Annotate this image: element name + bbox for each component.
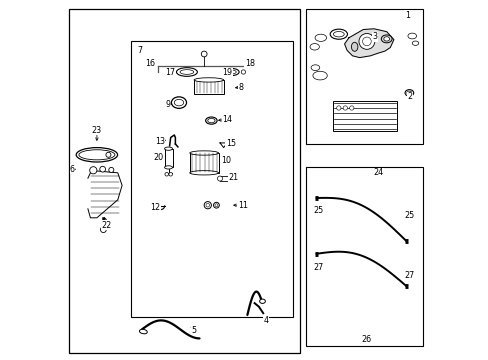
Bar xyxy=(332,101,397,131)
Polygon shape xyxy=(88,171,122,218)
Text: 25: 25 xyxy=(313,206,323,215)
Circle shape xyxy=(241,70,245,74)
Text: 13: 13 xyxy=(155,136,164,145)
Ellipse shape xyxy=(226,70,236,74)
Ellipse shape xyxy=(189,171,218,175)
Ellipse shape xyxy=(176,68,197,76)
Text: 4: 4 xyxy=(263,316,268,325)
Text: 7: 7 xyxy=(137,46,142,55)
Text: 26: 26 xyxy=(361,335,371,343)
Ellipse shape xyxy=(76,148,117,162)
Text: 8: 8 xyxy=(238,83,243,91)
Circle shape xyxy=(201,51,206,57)
Ellipse shape xyxy=(164,147,172,150)
Text: 20: 20 xyxy=(153,153,163,162)
FancyBboxPatch shape xyxy=(194,80,223,94)
Ellipse shape xyxy=(174,99,183,106)
Circle shape xyxy=(217,176,222,181)
Circle shape xyxy=(205,203,209,207)
Ellipse shape xyxy=(194,78,223,82)
Text: 25: 25 xyxy=(404,211,414,220)
Polygon shape xyxy=(344,29,393,58)
Bar xyxy=(69,9,300,353)
Ellipse shape xyxy=(314,34,326,41)
Text: 21: 21 xyxy=(227,173,238,181)
Ellipse shape xyxy=(309,44,319,50)
Circle shape xyxy=(349,106,353,110)
Circle shape xyxy=(108,167,114,172)
Polygon shape xyxy=(220,143,227,148)
Ellipse shape xyxy=(180,70,193,74)
Text: 3: 3 xyxy=(371,32,377,41)
Circle shape xyxy=(168,172,172,176)
Ellipse shape xyxy=(406,91,411,95)
Ellipse shape xyxy=(404,90,413,96)
Text: 11: 11 xyxy=(237,201,247,210)
Text: 1: 1 xyxy=(404,10,409,19)
FancyBboxPatch shape xyxy=(189,153,218,173)
Circle shape xyxy=(362,37,370,46)
Bar xyxy=(306,167,422,346)
Bar xyxy=(306,9,422,144)
Ellipse shape xyxy=(139,329,147,334)
Circle shape xyxy=(204,202,211,209)
Text: 19: 19 xyxy=(222,68,232,77)
Text: 27: 27 xyxy=(404,271,414,280)
Ellipse shape xyxy=(205,117,217,124)
Bar xyxy=(131,41,292,317)
Text: 16: 16 xyxy=(145,58,155,68)
Ellipse shape xyxy=(207,118,215,123)
Text: 9: 9 xyxy=(165,100,170,109)
Ellipse shape xyxy=(164,166,172,169)
Circle shape xyxy=(336,106,340,110)
Circle shape xyxy=(215,204,218,207)
Text: 22: 22 xyxy=(102,220,112,230)
Ellipse shape xyxy=(407,33,416,39)
Ellipse shape xyxy=(333,31,344,37)
Ellipse shape xyxy=(224,68,239,76)
Text: 24: 24 xyxy=(373,168,383,177)
Ellipse shape xyxy=(351,42,357,51)
Ellipse shape xyxy=(383,37,389,41)
Ellipse shape xyxy=(312,71,326,80)
FancyBboxPatch shape xyxy=(220,176,233,181)
Circle shape xyxy=(358,33,374,49)
Ellipse shape xyxy=(259,299,265,303)
Ellipse shape xyxy=(381,35,391,43)
Circle shape xyxy=(106,152,111,157)
Circle shape xyxy=(343,106,347,110)
Text: 5: 5 xyxy=(191,326,196,335)
Circle shape xyxy=(213,202,219,208)
Circle shape xyxy=(164,172,168,176)
Text: 15: 15 xyxy=(225,139,235,148)
Circle shape xyxy=(89,167,97,174)
Ellipse shape xyxy=(189,151,218,155)
Text: 12: 12 xyxy=(150,202,160,211)
Ellipse shape xyxy=(329,29,347,39)
Ellipse shape xyxy=(411,41,418,45)
Text: 14: 14 xyxy=(222,115,232,124)
Text: 23: 23 xyxy=(92,126,102,135)
Text: 18: 18 xyxy=(244,58,254,68)
FancyBboxPatch shape xyxy=(164,149,172,167)
Text: 6: 6 xyxy=(70,165,75,174)
Text: 2: 2 xyxy=(407,92,412,101)
Text: 10: 10 xyxy=(220,156,230,165)
Ellipse shape xyxy=(171,97,186,108)
Ellipse shape xyxy=(310,65,319,71)
Circle shape xyxy=(100,166,105,172)
Text: 27: 27 xyxy=(313,263,323,271)
Ellipse shape xyxy=(79,150,115,160)
Text: 17: 17 xyxy=(165,68,175,77)
Circle shape xyxy=(101,227,106,233)
